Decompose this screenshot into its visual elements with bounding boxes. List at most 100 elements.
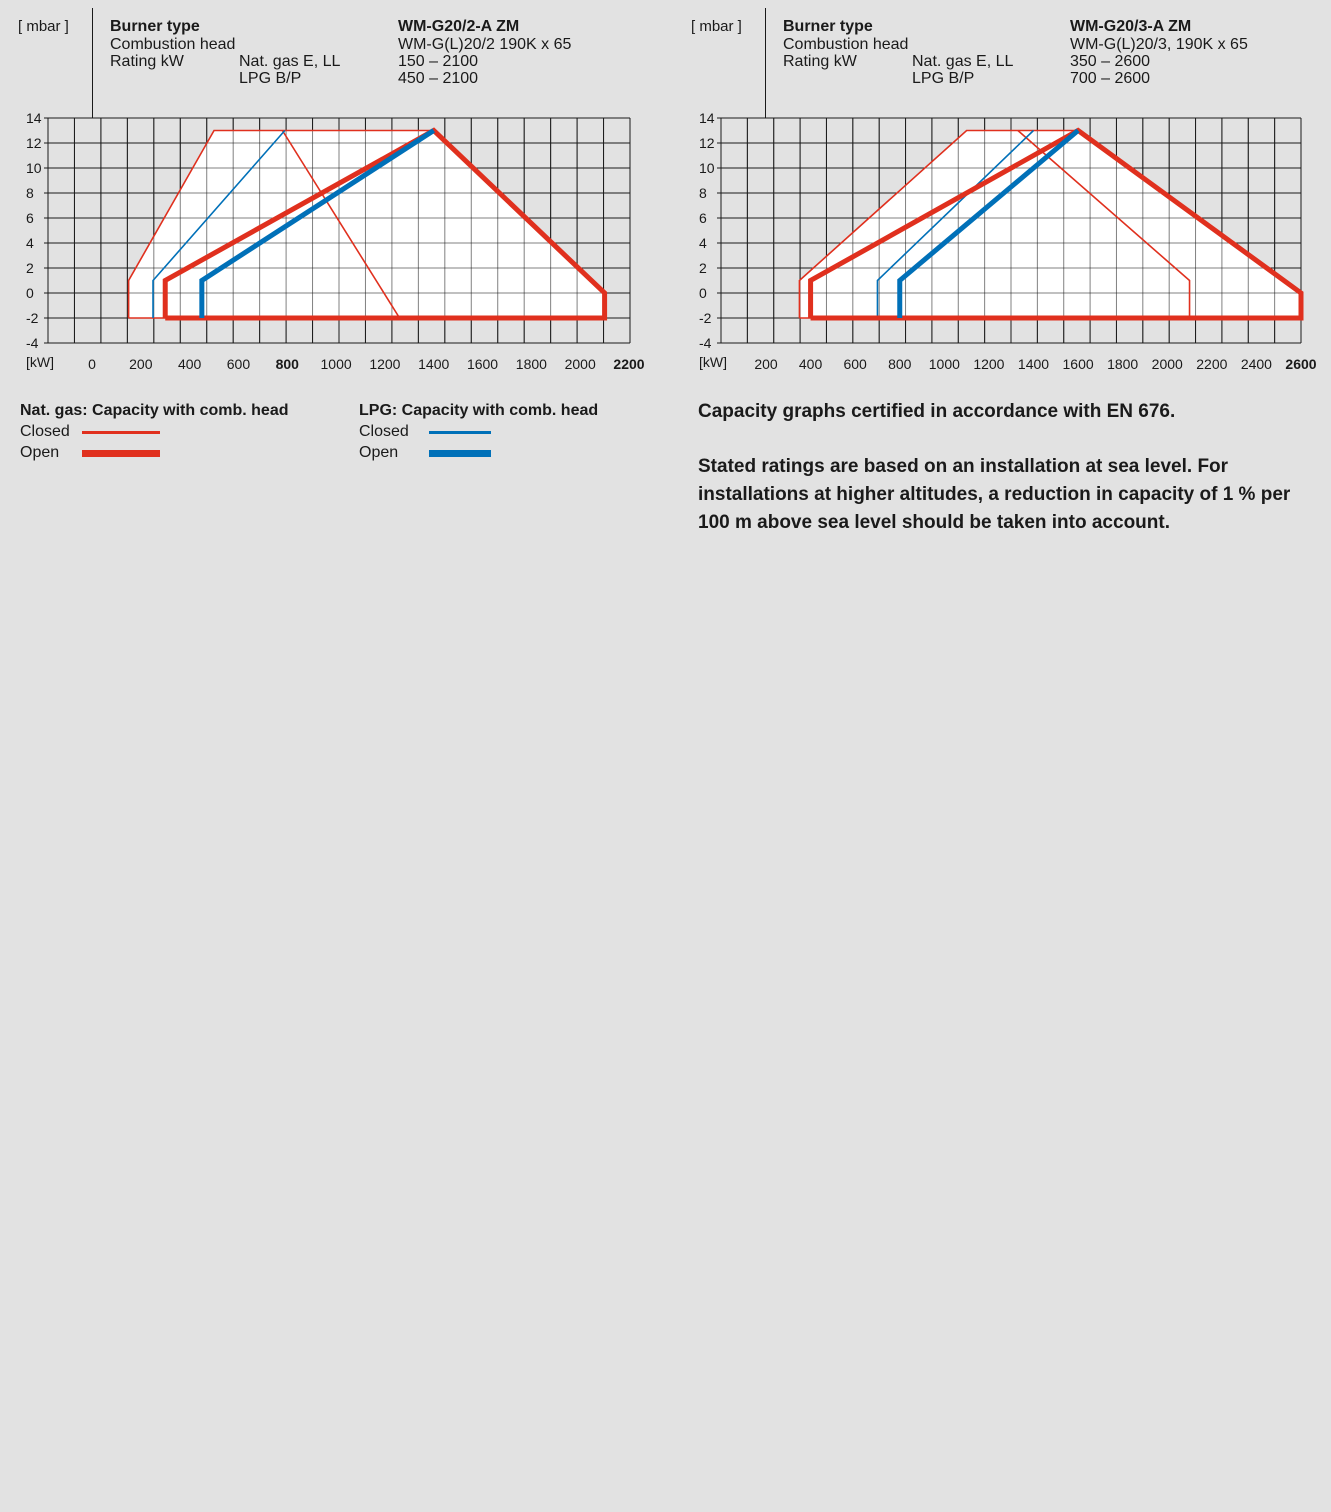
- y-tick-label: 6: [699, 210, 707, 226]
- x-tick-label: 600: [227, 356, 251, 372]
- x-tick-label: 600: [843, 356, 867, 372]
- capacity-field: [799, 130, 1301, 318]
- y-tick-label: 14: [699, 110, 715, 126]
- rating-label: Rating kW: [783, 53, 857, 70]
- y-tick-label: -2: [699, 310, 712, 326]
- x-tick-label: 2400: [1241, 356, 1272, 372]
- burner-type-label: Burner type: [110, 18, 200, 35]
- lpg-open-line: [897, 128, 1080, 318]
- header-divider: [765, 8, 766, 118]
- y-tick-label: -2: [26, 310, 39, 326]
- y-tick-label: 4: [699, 235, 707, 251]
- lpg-closed-line: [152, 129, 286, 318]
- combustion-head-label: Combustion head: [783, 36, 909, 53]
- nat-gas-closed-line: [1017, 129, 1191, 318]
- lpg-label: LPG B/P: [912, 70, 975, 87]
- y-tick-label: 14: [26, 110, 42, 126]
- legend-row-open: Open: [359, 442, 659, 463]
- legend-lpg-title: LPG: Capacity with comb. head: [359, 402, 599, 419]
- natgas-label: Nat. gas E, LL: [912, 53, 1014, 70]
- x-tick-label: 2000: [565, 356, 596, 372]
- certification-note: Capacity graphs certified in accordance …: [698, 401, 1176, 422]
- burner-type-value: WM-G20/3-A ZM: [1070, 18, 1192, 35]
- legend-closed-label: Closed: [359, 423, 409, 440]
- natgas-rating: 350 – 2600: [1070, 53, 1151, 70]
- y-tick-label: 12: [699, 135, 715, 151]
- legend-closed-label: Closed: [20, 423, 70, 440]
- legend-open-label: Open: [20, 444, 60, 461]
- nat-gas-open-line: [162, 127, 608, 321]
- x-tick-label: 1800: [516, 356, 547, 372]
- legend-natgas-title: Nat. gas: Capacity with comb. head: [20, 402, 289, 419]
- capacity-chart-right: 14 12 10 8 6 4 2 0 -2 -4 200 400 600 800 1000 1200 1400 1…: [699, 110, 1317, 372]
- altitude-note: Stated ratings are based on an installat…: [698, 456, 1291, 533]
- capacity-field: [128, 130, 605, 318]
- x-tick-label: 1800: [1107, 356, 1138, 372]
- chart-panel-right: [ mbar ] Burner type WM-G20/3-A ZM Combu…: [673, 0, 1331, 380]
- y-tick-label: 0: [26, 285, 34, 301]
- nat-gas-closed-line: [281, 130, 401, 319]
- y-tick-label: 12: [26, 135, 42, 151]
- y-tick-label: 10: [699, 160, 715, 176]
- grid-vertical: [720, 118, 1302, 343]
- burner-type-label: Burner type: [783, 18, 873, 35]
- x-tick-label: 2200: [1196, 356, 1227, 372]
- x-tick-label: 1200: [369, 356, 400, 372]
- lpg-label: LPG B/P: [239, 70, 302, 87]
- x-tick-label: 800: [276, 356, 300, 372]
- y-tick-label: 10: [26, 160, 42, 176]
- rating-label: Rating kW: [110, 53, 184, 70]
- header-divider: [92, 8, 93, 118]
- x-tick-label: 200: [129, 356, 153, 372]
- x-tick-label: 1000: [929, 356, 960, 372]
- x-unit-label: [kW]: [699, 354, 727, 370]
- y-tick-label: 6: [26, 210, 34, 226]
- legend-row-open: Open: [20, 442, 340, 463]
- x-unit-label: [kW]: [26, 354, 54, 370]
- y-unit-label: [ mbar ]: [691, 18, 742, 35]
- combustion-head-value: WM-G(L)20/3, 190K x 65: [1070, 36, 1248, 53]
- lpg-open-line: [199, 128, 436, 318]
- lpg-rating: 700 – 2600: [1070, 70, 1151, 87]
- y-tick-label: 2: [699, 260, 707, 276]
- x-tick-label: 0: [88, 356, 96, 372]
- burner-type-value: WM-G20/2-A ZM: [398, 18, 520, 35]
- y-tick-label: -4: [699, 335, 712, 351]
- x-tick-label: 200: [754, 356, 778, 372]
- x-tick-label: 1200: [973, 356, 1004, 372]
- legend-lpg: LPG: Capacity with comb. head Closed Ope…: [359, 400, 659, 463]
- lpg-rating: 450 – 2100: [398, 70, 479, 87]
- y-unit-label: [ mbar ]: [18, 18, 69, 35]
- natgas-label: Nat. gas E, LL: [239, 53, 341, 70]
- legend-lpg-closed-swatch: [429, 431, 491, 434]
- legend-row-closed: Closed: [359, 421, 659, 442]
- y-tick-label: 8: [26, 185, 34, 201]
- legend-open-label: Open: [359, 444, 399, 461]
- x-tick-label: 1600: [467, 356, 498, 372]
- x-tick-label: 2200: [613, 356, 644, 372]
- x-tick-label: 400: [799, 356, 823, 372]
- x-tick-label: 1000: [321, 356, 352, 372]
- legend-natgas-open-swatch: [82, 450, 160, 457]
- combustion-head-label: Combustion head: [110, 36, 236, 53]
- x-tick-label: 2000: [1152, 356, 1183, 372]
- chart-panel-left: [ mbar ] Burner type WM-G20/2-A ZM Combu…: [0, 0, 660, 380]
- x-tick-label: 1400: [1018, 356, 1049, 372]
- y-tick-label: 4: [26, 235, 34, 251]
- nat-gas-open-line: [808, 127, 1304, 321]
- capacity-chart-left: 14 12 10 8 6 4 2 0 -2 -4 0 200 400 600 800 1000 1200 1400…: [26, 110, 645, 372]
- x-tick-label: 800: [888, 356, 912, 372]
- y-tick-label: 2: [26, 260, 34, 276]
- legend-natgas: Nat. gas: Capacity with comb. head Close…: [20, 400, 340, 463]
- x-tick-label: 2600: [1285, 356, 1316, 372]
- legend-lpg-open-swatch: [429, 450, 491, 457]
- legend-natgas-closed-swatch: [82, 431, 160, 434]
- y-tick-label: -4: [26, 335, 39, 351]
- x-tick-label: 1600: [1063, 356, 1094, 372]
- combustion-head-value: WM-G(L)20/2 190K x 65: [398, 36, 572, 53]
- natgas-rating: 150 – 2100: [398, 53, 479, 70]
- x-tick-label: 400: [178, 356, 202, 372]
- legend-row-closed: Closed: [20, 421, 340, 442]
- y-tick-label: 0: [699, 285, 707, 301]
- y-tick-label: 8: [699, 185, 707, 201]
